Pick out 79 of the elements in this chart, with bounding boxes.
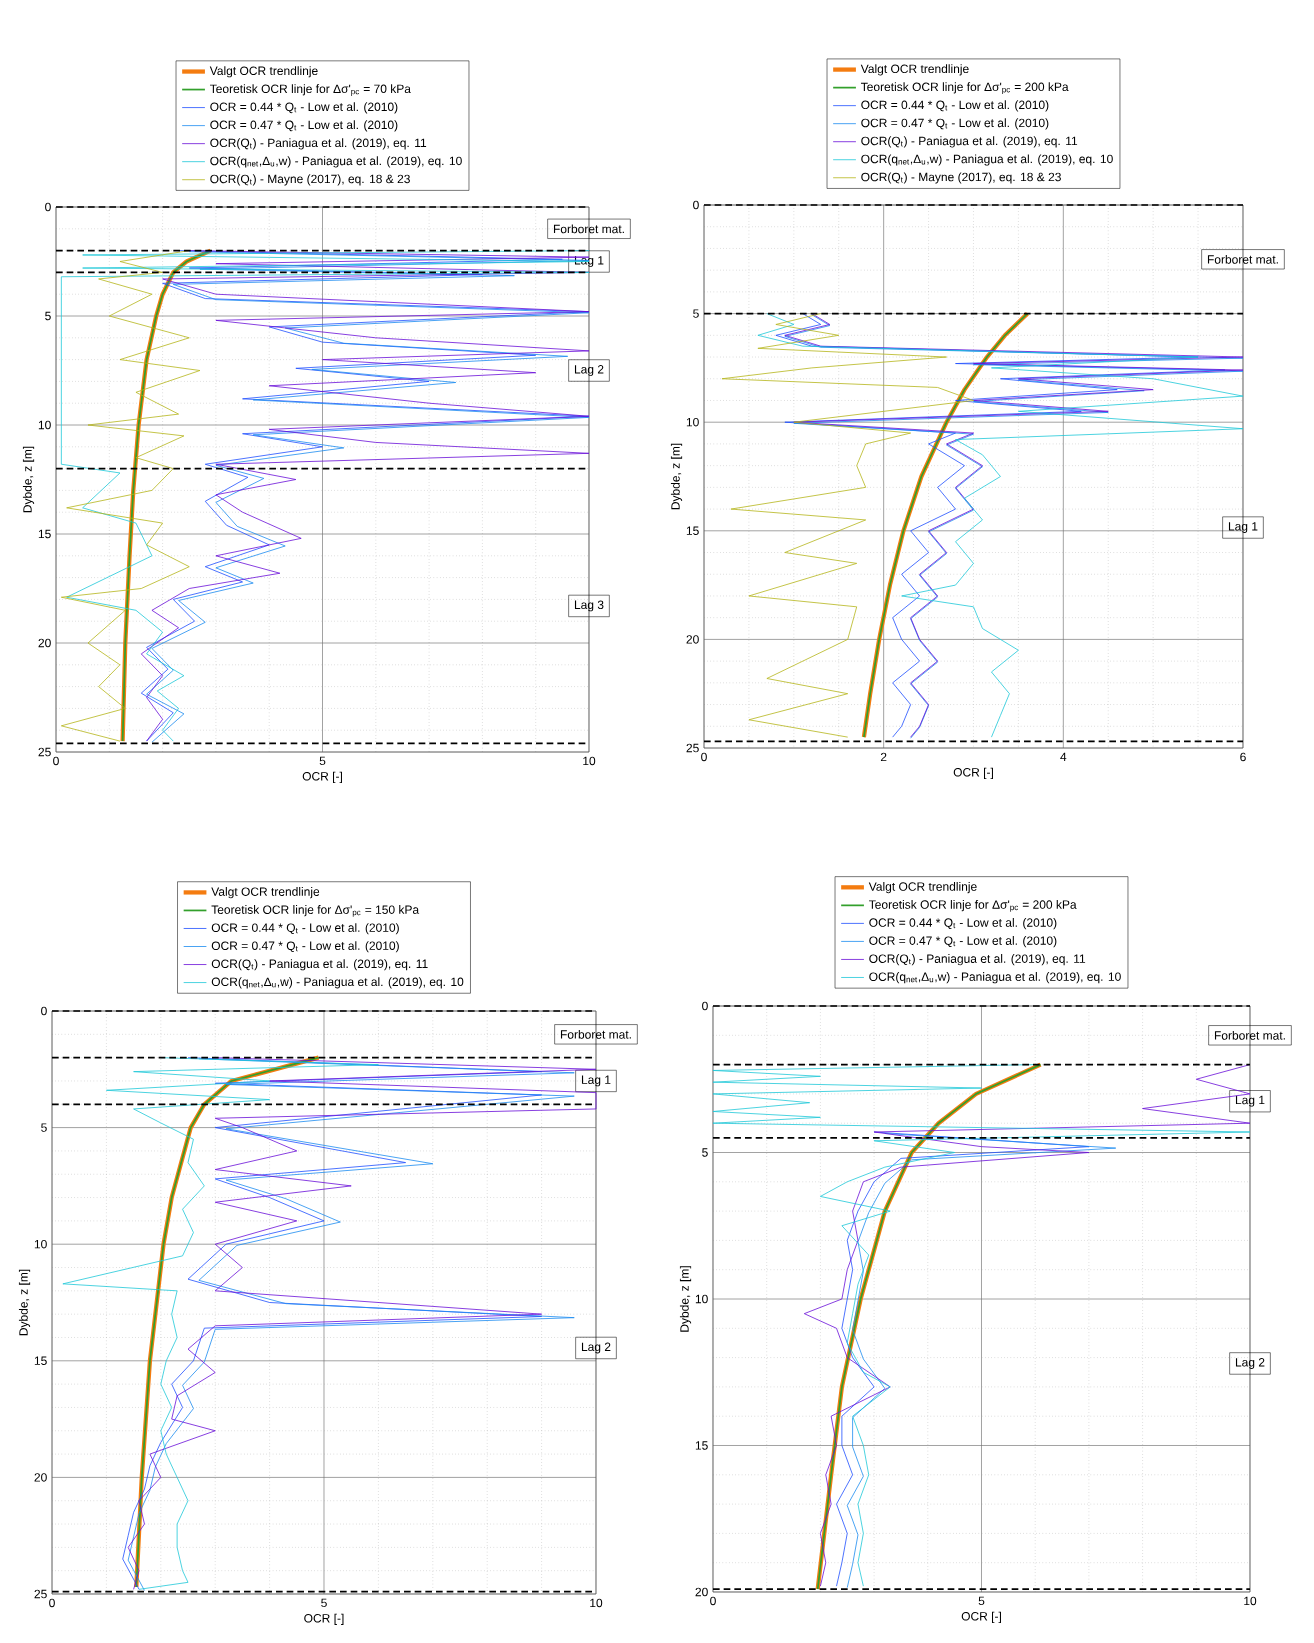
x-tick-label: 10 [590, 1598, 603, 1608]
y-tick-label: 20 [686, 635, 699, 644]
y-tick-label: 15 [686, 526, 699, 535]
legend-label: OCR = 0.47 * Q$_{t}$ - Low et al. (2010) [211, 941, 399, 953]
x-tick-label: 10 [1244, 1596, 1257, 1606]
legend-label: OCR = 0.44 * Q$_{t}$ - Low et al. (2010) [861, 100, 1049, 112]
y-tick-label: 10 [34, 1239, 47, 1249]
annotation: Lag 1 [1235, 1095, 1265, 1107]
y-axis-title: Dybde, z [m] [670, 443, 683, 510]
x-tick-label: 5 [321, 1598, 327, 1608]
legend-label: OCR(Q$_{t}$) - Paniagua et al. (2019), eq. 11 [210, 138, 427, 150]
y-tick-label: 25 [34, 1589, 47, 1599]
y-tick-label: 5 [702, 1148, 708, 1157]
x-axis-title: OCR [-] [302, 771, 342, 783]
y-tick-label: 5 [693, 309, 699, 318]
legend-label: Teoretisk OCR linje for Δσ'$_{pc}$ = 200 kPa [868, 900, 1077, 912]
annotation: Lag 1 [1228, 522, 1258, 533]
annotation: Lag 1 [581, 1075, 611, 1087]
legend-label: OCR = 0.44 * Q$_{t}$ - Low et al. (2010) [210, 102, 398, 114]
legend-label: OCR(Q$_{t}$) - Paniagua et al. (2019), eq. 11 [211, 959, 428, 971]
annotation: Lag 2 [574, 365, 604, 376]
legend-label: OCR = 0.47 * Q$_{t}$ - Low et al. (2010) [861, 118, 1049, 130]
y-tick-label: 10 [686, 417, 699, 427]
x-axis-title: OCR [-] [961, 1611, 1001, 1623]
y-tick-label: 25 [686, 743, 699, 753]
x-axis-title: OCR [-] [953, 767, 993, 779]
y-tick-label: 15 [34, 1356, 47, 1365]
legend-label: Valgt OCR trendlinje [860, 64, 969, 76]
y-tick-label: 10 [38, 420, 51, 430]
legend-label: OCR(Q$_{t}$) - Mayne (2017), eq. 18 & 23 [210, 174, 410, 186]
y-tick-label: 0 [45, 202, 51, 212]
legend-label: OCR = 0.47 * Q$_{t}$ - Low et al. (2010) [210, 120, 398, 132]
legend-label: OCR(Q$_{t}$) - Paniagua et al. (2019), eq. 11 [861, 136, 1078, 148]
legend-label: OCR = 0.44 * Q$_{t}$ - Low et al. (2010) [211, 923, 399, 935]
annotation: Lag 2 [1235, 1358, 1265, 1369]
legend-label: OCR(Q$_{t}$) - Mayne (2017), eq. 18 & 23 [861, 172, 1061, 184]
x-axis-title: OCR [-] [304, 1613, 344, 1625]
y-tick-label: 20 [34, 1473, 47, 1482]
y-tick-label: 5 [41, 1123, 47, 1132]
y-tick-label: 20 [695, 1587, 708, 1597]
annotation: Forboret mat. [1207, 254, 1278, 264]
x-tick-label: 0 [710, 1596, 716, 1606]
y-axis-title: Dybde, z [m] [18, 1269, 31, 1336]
y-tick-label: 0 [693, 200, 699, 210]
x-tick-label: 4 [1060, 752, 1067, 761]
y-tick-label: 0 [41, 1006, 47, 1016]
y-tick-label: 10 [695, 1294, 708, 1304]
legend-label: Teoretisk OCR linje for Δσ'$_{pc}$ = 70 kPa [209, 84, 411, 96]
annotation: Forboret mat. [553, 224, 624, 234]
x-tick-label: 2 [880, 752, 887, 762]
legend-label: OCR(q$_{net}$,Δ$_{u}$,w) - Paniagua et al. (2019), eq. 10 [211, 977, 464, 989]
x-tick-label: 5 [319, 756, 326, 766]
y-tick-label: 20 [38, 638, 51, 648]
y-tick-label: 15 [38, 529, 51, 539]
legend-label: OCR(q$_{net}$,Δ$_{u}$,w) - Paniagua et al. (2019), eq. 10 [869, 972, 1121, 984]
legend-label: Valgt OCR trendlinje [211, 887, 320, 899]
legend-label: OCR = 0.44 * Q$_{t}$ - Low et al. (2010) [869, 918, 1057, 930]
y-axis-title: Dybde, z [m] [22, 446, 35, 513]
legend-label: Teoretisk OCR linje for Δσ'$_{pc}$ = 150 kPa [211, 905, 420, 917]
y-tick-label: 15 [695, 1441, 708, 1450]
legend-label: OCR(Q$_{t}$) - Paniagua et al. (2019), eq. 11 [869, 954, 1086, 966]
y-tick-label: 0 [702, 1001, 708, 1011]
y-tick-label: 5 [45, 311, 51, 321]
legend-label: OCR(q$_{net}$,Δ$_{u}$,w) - Paniagua et al. (2019), eq. 10 [210, 156, 462, 168]
x-tick-label: 5 [978, 1596, 985, 1606]
y-tick-label: 25 [38, 747, 51, 757]
legend-label: Teoretisk OCR linje for Δσ'$_{pc}$ = 200 kPa [860, 82, 1069, 94]
x-tick-label: 6 [1240, 752, 1246, 762]
legend-label: OCR = 0.47 * Q$_{t}$ - Low et al. (2010) [869, 936, 1057, 948]
x-tick-label: 10 [583, 756, 596, 766]
annotation: Lag 3 [574, 600, 604, 612]
x-tick-label: 0 [53, 756, 59, 766]
legend-label: OCR(q$_{net}$,Δ$_{u}$,w) - Paniagua et al. (2019), eq. 10 [861, 154, 1113, 166]
legend-label: Valgt OCR trendlinje [868, 881, 977, 894]
legend-label: Valgt OCR trendlinje [209, 66, 318, 78]
y-axis-title: Dybde, z [m] [679, 1266, 692, 1332]
annotation: Lag 2 [581, 1342, 611, 1354]
annotation: Forboret mat. [1214, 1030, 1285, 1040]
annotation: Forboret mat. [560, 1029, 631, 1039]
